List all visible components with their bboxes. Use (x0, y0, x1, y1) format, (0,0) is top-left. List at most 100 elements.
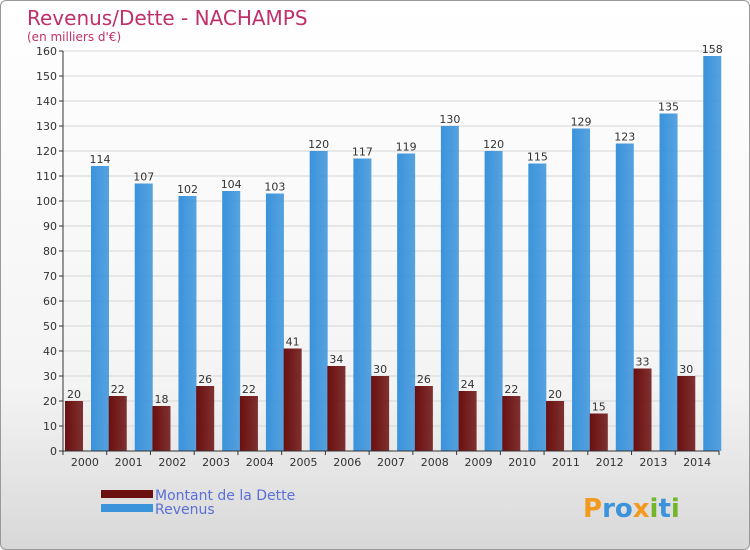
x-tick-label: 2004 (246, 456, 274, 469)
data-label-dette: 18 (154, 393, 168, 406)
x-tick-label: 2009 (464, 456, 492, 469)
y-tick-label: 80 (43, 245, 57, 258)
bar-revenus (91, 166, 109, 451)
bar-revenus (134, 183, 153, 451)
bar-dette (677, 376, 696, 451)
data-label-revenus: 129 (571, 116, 592, 129)
y-tick-label: 120 (36, 145, 57, 158)
x-tick-label: 2006 (333, 456, 361, 469)
bar-revenus (397, 153, 416, 451)
y-tick-label: 140 (36, 95, 57, 108)
y-tick-label: 110 (36, 170, 57, 183)
x-tick-label: 2012 (596, 456, 624, 469)
y-tick-label: 60 (43, 295, 57, 308)
x-tick-label: 2008 (421, 456, 449, 469)
y-tick-label: 40 (43, 345, 57, 358)
bar-dette (108, 396, 127, 451)
data-labels: 20 114 22 107 18 102 26 104 22 103 41 120 34 117 30 119… (67, 43, 723, 414)
data-label-dette: 34 (329, 353, 343, 366)
data-label-dette: 22 (504, 383, 518, 396)
data-label-dette: 41 (286, 336, 300, 349)
data-label-dette: 26 (198, 373, 212, 386)
bar-dette (327, 366, 346, 451)
data-label-dette: 20 (67, 388, 81, 401)
x-tick-label: 2014 (683, 456, 711, 469)
bar-revenus (222, 191, 241, 451)
bar-revenus (309, 151, 328, 451)
data-label-revenus: 117 (352, 146, 373, 159)
legend-label-revenus: Revenus (155, 502, 215, 518)
chart-title: Revenus/Dette - NACHAMPS (27, 6, 308, 30)
bar-dette (152, 406, 171, 451)
chart-subtitle: (en milliers d'€) (27, 30, 121, 44)
data-label-revenus: 120 (483, 138, 504, 151)
bar-dette (239, 396, 258, 451)
data-label-revenus: 114 (90, 153, 111, 166)
x-axis-ticks: 2000 2001 2002 2003 2004 2005 2006 2007 2008 2009… (62, 451, 720, 469)
y-tick-label: 130 (36, 120, 57, 133)
bar-revenus (615, 143, 634, 451)
bar-revenus (353, 158, 372, 451)
data-label-revenus: 119 (396, 141, 417, 154)
data-label-revenus: 103 (264, 181, 285, 194)
bar-dette (65, 401, 83, 451)
data-label-dette: 15 (592, 401, 606, 414)
data-label-revenus: 120 (308, 138, 329, 151)
bar-dette (502, 396, 521, 451)
bar-dette (589, 413, 608, 451)
svg-text:Proxiti: Proxiti (583, 494, 680, 524)
x-tick-label: 2002 (158, 456, 186, 469)
data-label-dette: 30 (373, 363, 387, 376)
x-tick-label: 2003 (202, 456, 230, 469)
bar-dette (371, 376, 390, 451)
legend-swatch-dette (101, 490, 153, 498)
bar-dette (633, 368, 652, 451)
bar-dette (283, 348, 302, 451)
legend-swatch-revenus (101, 504, 153, 512)
x-tick-label: 2005 (290, 456, 318, 469)
bar-dette (414, 386, 433, 451)
data-label-dette: 24 (461, 378, 475, 391)
x-tick-label: 2007 (377, 456, 405, 469)
data-label-dette: 22 (111, 383, 125, 396)
y-tick-label: 10 (43, 420, 57, 433)
legend: Montant de la Dette Revenus (101, 488, 295, 518)
bar-revenus (572, 128, 591, 451)
bar-revenus (659, 113, 678, 451)
data-label-dette: 33 (636, 356, 650, 369)
data-label-revenus: 123 (614, 131, 635, 144)
proxiti-logo: Proxiti (583, 494, 680, 524)
bar-revenus (528, 163, 547, 451)
bar-dette (546, 401, 565, 451)
data-label-revenus: 158 (702, 43, 723, 56)
data-label-dette: 22 (242, 383, 256, 396)
legend-label-dette: Montant de la Dette (155, 488, 295, 504)
x-tick-label: 2000 (71, 456, 99, 469)
bar-revenus (703, 56, 722, 451)
x-tick-label: 2001 (115, 456, 143, 469)
bars (65, 56, 722, 451)
x-tick-label: 2011 (552, 456, 580, 469)
bar-revenus (265, 193, 284, 451)
y-tick-label: 100 (36, 195, 57, 208)
bar-revenus (178, 196, 197, 451)
y-tick-label: 20 (43, 395, 57, 408)
data-label-revenus: 135 (658, 101, 679, 114)
y-tick-label: 70 (43, 270, 57, 283)
bar-revenus (440, 126, 459, 451)
data-label-dette: 20 (548, 388, 562, 401)
data-label-revenus: 102 (177, 183, 198, 196)
bar-dette (458, 391, 477, 451)
y-tick-label: 90 (43, 220, 57, 233)
data-label-revenus: 115 (527, 151, 548, 164)
data-label-revenus: 107 (133, 171, 154, 184)
y-tick-label: 50 (43, 320, 57, 333)
data-label-dette: 26 (417, 373, 431, 386)
x-tick-label: 2013 (639, 456, 667, 469)
y-tick-label: 0 (50, 445, 57, 458)
y-axis-ticks: 0 10 20 30 40 50 60 70 80 90 100 110 120 130 140 150 160 (36, 45, 63, 458)
y-tick-label: 150 (36, 70, 57, 83)
data-label-dette: 30 (679, 363, 693, 376)
